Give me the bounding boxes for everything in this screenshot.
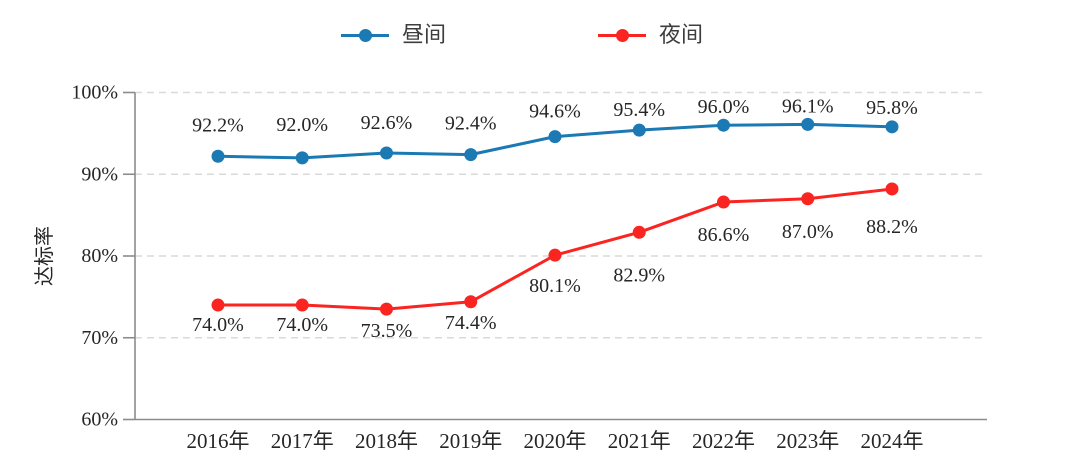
data-point-0 <box>295 151 309 165</box>
data-point-1 <box>295 298 309 312</box>
data-point-label-1: 74.0% <box>276 314 328 336</box>
data-point-label-0: 92.2% <box>192 114 244 136</box>
x-tick-label: 2017年 <box>271 429 334 453</box>
y-tick-label: 70% <box>81 327 118 349</box>
data-point-label-1: 86.6% <box>698 224 750 246</box>
data-point-label-0: 95.4% <box>613 99 665 121</box>
data-point-label-0: 94.6% <box>529 101 581 123</box>
x-tick-label: 2022年 <box>692 429 755 453</box>
data-point-0 <box>464 148 478 162</box>
data-point-1 <box>885 182 899 196</box>
legend-line-marker-icon-daytime <box>341 28 389 42</box>
legend-item-night: 夜间 <box>598 24 703 46</box>
legend-line-marker-icon-night <box>598 28 646 42</box>
data-point-label-0: 95.8% <box>866 97 918 119</box>
data-point-0 <box>380 146 393 160</box>
chart-legend: 昼间 夜间 <box>0 0 1080 60</box>
data-point-label-0: 92.0% <box>276 114 328 136</box>
data-point-1 <box>548 248 562 262</box>
x-tick-label: 2018年 <box>355 429 418 453</box>
y-tick-label: 60% <box>81 409 118 431</box>
x-tick-label: 2024年 <box>861 429 924 453</box>
legend-label-night: 夜间 <box>659 22 704 47</box>
data-point-label-0: 92.4% <box>445 113 497 135</box>
x-tick-label: 2019年 <box>439 429 502 453</box>
x-tick-label: 2020年 <box>524 429 587 453</box>
data-point-1 <box>380 302 393 316</box>
data-point-label-1: 80.1% <box>529 275 581 297</box>
data-point-label-0: 96.1% <box>782 95 834 117</box>
data-point-1 <box>632 225 646 239</box>
data-point-0 <box>885 120 899 134</box>
data-point-label-1: 73.5% <box>361 320 413 342</box>
x-tick-label: 2021年 <box>608 429 671 453</box>
legend-label-daytime: 昼间 <box>402 22 447 47</box>
data-point-0 <box>632 123 646 137</box>
data-point-label-1: 87.0% <box>782 221 834 243</box>
y-tick-label: 90% <box>81 163 118 185</box>
data-point-label-0: 96.0% <box>698 96 750 118</box>
data-point-label-1: 88.2% <box>866 216 918 238</box>
data-point-label-1: 74.0% <box>192 314 244 336</box>
data-point-label-1: 82.9% <box>613 264 665 286</box>
data-point-1 <box>464 295 478 309</box>
data-point-1 <box>801 192 815 206</box>
x-tick-label: 2023年 <box>776 429 839 453</box>
data-point-0 <box>211 149 225 163</box>
data-point-1 <box>717 195 730 209</box>
data-point-0 <box>717 118 730 132</box>
data-point-0 <box>548 130 562 144</box>
y-tick-label: 100% <box>71 82 118 104</box>
data-point-label-0: 92.6% <box>361 112 413 134</box>
y-tick-label: 80% <box>81 245 118 267</box>
legend-item-daytime: 昼间 <box>341 24 446 46</box>
data-point-label-1: 74.4% <box>445 312 497 334</box>
data-point-1 <box>211 298 225 312</box>
x-tick-label: 2016年 <box>187 429 250 453</box>
data-point-0 <box>801 117 815 131</box>
y-axis-title: 达标率 <box>33 226 56 286</box>
